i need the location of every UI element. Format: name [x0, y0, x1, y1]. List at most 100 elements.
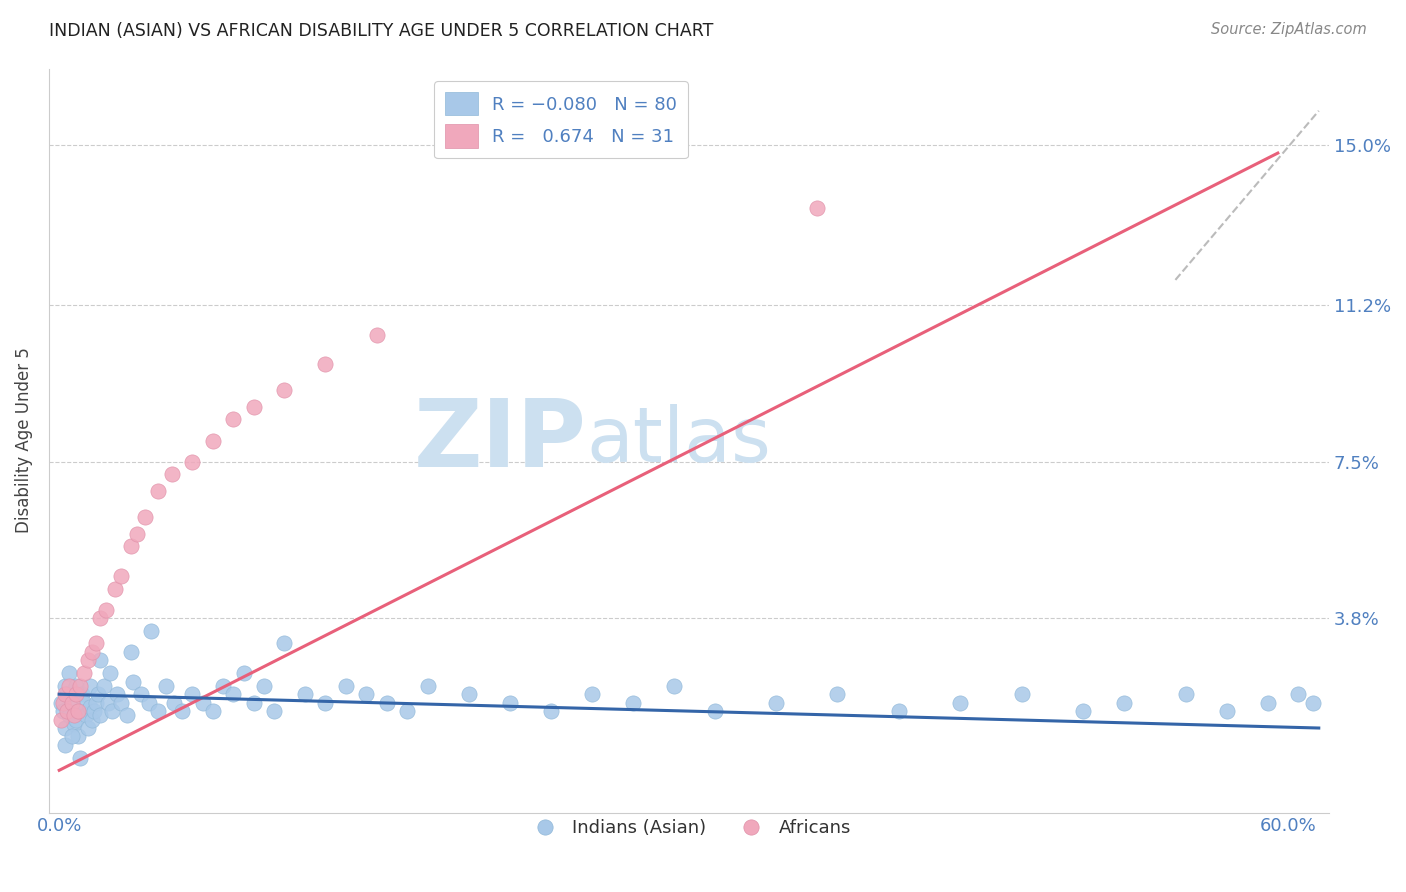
- Point: [60, 696, 83, 710]
- Text: INDIAN (ASIAN) VS AFRICAN DISABILITY AGE UNDER 5 CORRELATION CHART: INDIAN (ASIAN) VS AFRICAN DISABILITY AGE…: [49, 22, 714, 40]
- Point: [242, 696, 264, 710]
- Point: [51, 713, 73, 727]
- Text: atlas: atlas: [586, 403, 772, 477]
- Point: [96, 602, 118, 616]
- Point: [58, 679, 80, 693]
- Point: [1302, 696, 1324, 710]
- Point: [84, 636, 107, 650]
- Point: [222, 687, 245, 701]
- Point: [84, 696, 107, 710]
- Point: [1257, 696, 1279, 710]
- Point: [146, 704, 169, 718]
- Point: [155, 679, 177, 693]
- Point: [52, 704, 75, 718]
- Point: [66, 730, 89, 744]
- Point: [146, 484, 169, 499]
- Point: [703, 704, 725, 718]
- Point: [765, 696, 787, 710]
- Point: [62, 716, 84, 731]
- Point: [80, 713, 103, 727]
- Point: [232, 666, 254, 681]
- Point: [89, 653, 111, 667]
- Point: [356, 687, 378, 701]
- Point: [120, 539, 142, 553]
- Point: [1174, 687, 1197, 701]
- Point: [53, 738, 76, 752]
- Point: [53, 687, 76, 701]
- Point: [110, 569, 132, 583]
- Point: [129, 687, 152, 701]
- Point: [273, 383, 295, 397]
- Point: [103, 582, 125, 596]
- Point: [69, 704, 91, 718]
- Point: [56, 687, 79, 701]
- Point: [56, 704, 79, 718]
- Point: [97, 696, 120, 710]
- Point: [65, 687, 87, 701]
- Point: [83, 704, 105, 718]
- Point: [66, 704, 89, 718]
- Point: [242, 400, 264, 414]
- Point: [77, 721, 100, 735]
- Point: [65, 713, 87, 727]
- Point: [100, 666, 122, 681]
- Point: [58, 666, 80, 681]
- Point: [201, 434, 224, 448]
- Point: [375, 696, 398, 710]
- Point: [120, 645, 142, 659]
- Point: [134, 509, 156, 524]
- Point: [314, 358, 336, 372]
- Point: [53, 721, 76, 735]
- Point: [581, 687, 603, 701]
- Point: [138, 696, 160, 710]
- Point: [65, 679, 87, 693]
- Point: [160, 467, 183, 482]
- Point: [887, 704, 910, 718]
- Point: [366, 327, 388, 342]
- Point: [51, 696, 73, 710]
- Point: [499, 696, 522, 710]
- Point: [60, 730, 83, 744]
- Point: [69, 679, 91, 693]
- Point: [201, 704, 224, 718]
- Point: [263, 704, 285, 718]
- Point: [89, 708, 111, 723]
- Point: [73, 696, 96, 710]
- Point: [222, 412, 245, 426]
- Point: [457, 687, 479, 701]
- Point: [1071, 704, 1094, 718]
- Point: [163, 696, 186, 710]
- Point: [70, 687, 93, 701]
- Point: [335, 679, 357, 693]
- Point: [827, 687, 849, 701]
- Point: [1011, 687, 1033, 701]
- Point: [75, 708, 97, 723]
- Point: [806, 201, 828, 215]
- Point: [52, 696, 75, 710]
- Point: [141, 624, 163, 638]
- Point: [60, 696, 83, 710]
- Point: [101, 704, 124, 718]
- Point: [314, 696, 336, 710]
- Point: [1215, 704, 1237, 718]
- Point: [79, 699, 101, 714]
- Point: [77, 653, 100, 667]
- Y-axis label: Disability Age Under 5: Disability Age Under 5: [15, 348, 32, 533]
- Point: [294, 687, 316, 701]
- Point: [172, 704, 194, 718]
- Point: [58, 708, 80, 723]
- Point: [1286, 687, 1309, 701]
- Point: [949, 696, 972, 710]
- Point: [396, 704, 419, 718]
- Point: [80, 645, 103, 659]
- Point: [73, 666, 96, 681]
- Point: [181, 687, 204, 701]
- Legend: Indians (Asian), Africans: Indians (Asian), Africans: [520, 812, 858, 845]
- Text: ZIP: ZIP: [413, 394, 586, 486]
- Point: [273, 636, 295, 650]
- Point: [93, 679, 115, 693]
- Point: [621, 696, 644, 710]
- Text: Source: ZipAtlas.com: Source: ZipAtlas.com: [1211, 22, 1367, 37]
- Point: [110, 696, 132, 710]
- Point: [122, 674, 145, 689]
